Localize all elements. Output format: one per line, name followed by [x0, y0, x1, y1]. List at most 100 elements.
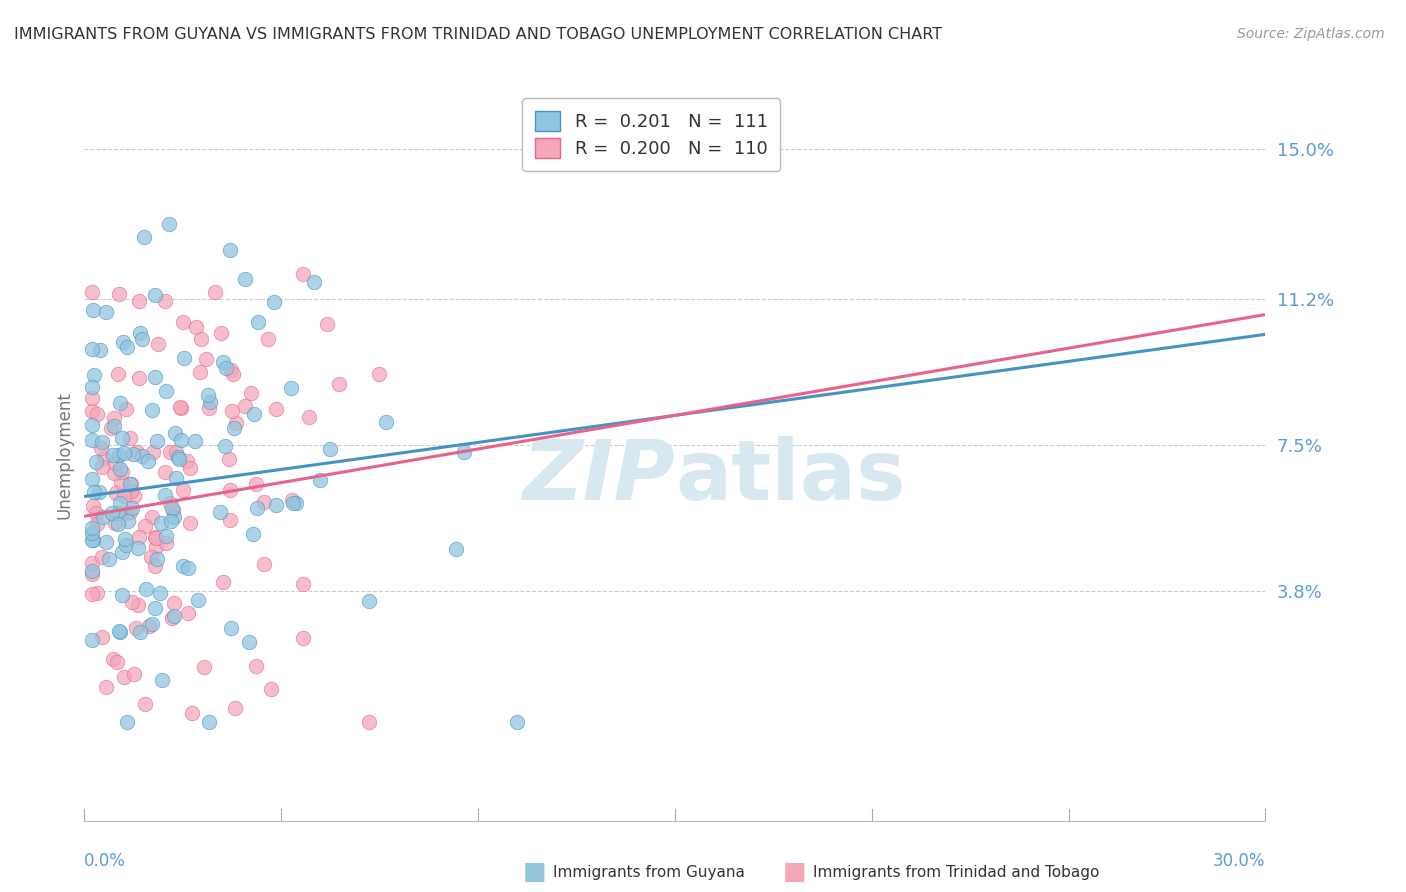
Point — [82, 342, 104, 356]
Point — [209, 505, 232, 519]
Point — [121, 501, 143, 516]
Point — [281, 495, 304, 509]
Point — [209, 326, 232, 340]
Point — [135, 582, 157, 597]
Point — [219, 363, 242, 377]
Point — [221, 403, 243, 417]
Point — [143, 530, 166, 544]
Point — [100, 506, 122, 520]
Point — [82, 525, 104, 540]
Point — [218, 483, 240, 498]
Point — [110, 475, 132, 489]
Point — [245, 658, 267, 673]
Point — [112, 670, 135, 684]
Point — [302, 275, 325, 289]
Point — [82, 533, 104, 547]
Point — [298, 409, 321, 424]
Point — [153, 293, 176, 308]
Point — [103, 410, 125, 425]
Point — [86, 586, 108, 600]
Point — [188, 365, 211, 379]
Point — [141, 510, 163, 524]
Point — [173, 351, 195, 366]
Point — [105, 655, 128, 669]
Point — [127, 541, 149, 555]
Point — [111, 432, 134, 446]
Text: atlas: atlas — [675, 436, 905, 517]
Point — [315, 317, 337, 331]
Point — [103, 419, 125, 434]
Point — [280, 381, 302, 395]
Point — [211, 355, 233, 369]
Point — [122, 489, 145, 503]
Point — [160, 500, 183, 515]
Point — [162, 502, 184, 516]
Point — [198, 401, 221, 415]
Point — [111, 466, 134, 480]
Point — [131, 332, 153, 346]
Point — [82, 433, 104, 447]
Point — [82, 303, 104, 318]
Point — [93, 450, 115, 465]
Point — [328, 376, 350, 391]
Point — [291, 632, 314, 646]
Point — [108, 496, 131, 510]
Point — [281, 493, 304, 508]
Point — [166, 450, 188, 465]
Point — [246, 314, 269, 328]
Point — [172, 558, 194, 573]
Point — [134, 230, 156, 244]
Point — [155, 384, 177, 398]
Point — [98, 551, 121, 566]
Point — [115, 714, 138, 729]
Point — [177, 560, 200, 574]
Point — [82, 392, 104, 406]
Point — [101, 448, 124, 462]
Point — [114, 533, 136, 547]
Point — [264, 498, 287, 512]
Point — [163, 426, 186, 441]
Point — [166, 445, 188, 459]
Point — [505, 714, 527, 729]
Point — [170, 401, 193, 416]
Point — [108, 448, 131, 462]
Point — [224, 421, 246, 435]
Point — [163, 608, 186, 623]
Point — [152, 673, 174, 688]
Point — [110, 545, 132, 559]
Point — [91, 509, 114, 524]
Point — [128, 293, 150, 308]
Point — [122, 667, 145, 681]
Point — [160, 611, 183, 625]
Point — [225, 416, 247, 430]
Point — [103, 652, 125, 666]
Point — [183, 434, 205, 449]
Point — [309, 473, 332, 487]
Point — [367, 367, 389, 381]
Point — [263, 295, 285, 310]
Point — [127, 599, 149, 613]
Point — [82, 557, 104, 571]
Point — [127, 444, 149, 458]
Point — [120, 484, 142, 499]
Point — [90, 630, 112, 644]
Point — [149, 586, 172, 600]
Point — [285, 496, 308, 510]
Point — [82, 564, 104, 578]
Text: IMMIGRANTS FROM GUYANA VS IMMIGRANTS FROM TRINIDAD AND TOBAGO UNEMPLOYMENT CORRE: IMMIGRANTS FROM GUYANA VS IMMIGRANTS FRO… — [14, 27, 942, 42]
Point — [146, 551, 169, 566]
Point — [155, 535, 177, 549]
Point — [159, 445, 181, 459]
Point — [82, 417, 104, 432]
Point — [141, 403, 163, 417]
Point — [193, 660, 215, 674]
Point — [104, 457, 127, 471]
Point — [186, 319, 208, 334]
Point — [256, 333, 278, 347]
Point — [444, 541, 467, 556]
Point — [82, 521, 104, 535]
Point — [94, 535, 117, 549]
Point — [245, 477, 267, 491]
Point — [160, 514, 183, 528]
Point — [155, 529, 177, 543]
